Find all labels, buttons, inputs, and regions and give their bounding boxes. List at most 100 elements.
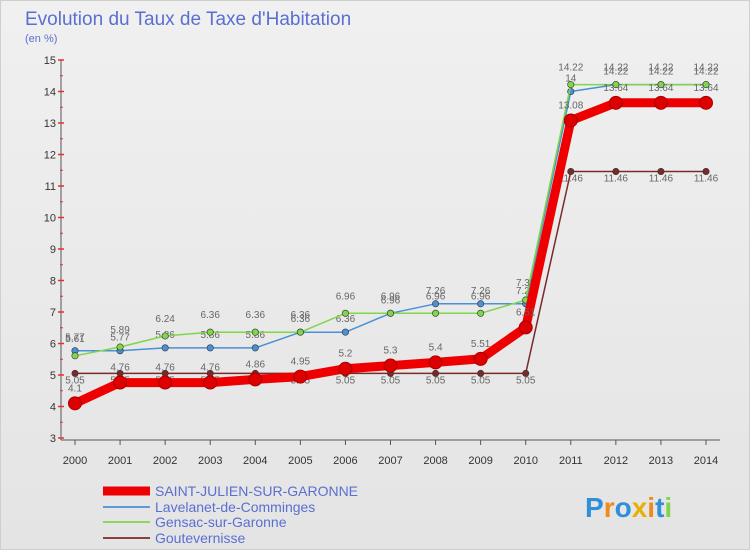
data-label: 5.05 [471,375,491,386]
data-label: 7.26 [516,286,536,297]
data-point [116,343,124,351]
data-label: 4.86 [246,359,266,370]
y-tick-label: 7 [50,307,56,319]
y-tick-label: 5 [50,370,56,382]
data-point [158,375,173,390]
data-point [657,168,665,176]
data-label: 5.51 [471,339,491,350]
legend-label: Gensac-sur-Garonne [155,514,287,530]
x-tick-label: 2009 [468,455,492,467]
data-label: 7.26 [471,286,491,297]
data-point [518,320,533,335]
data-point [293,369,308,384]
data-label: 14.22 [648,63,673,74]
data-label: 7.26 [426,286,446,297]
logo-letter: o [615,492,632,523]
data-label: 6.96 [471,291,491,302]
data-point [248,372,263,387]
logo-letter: x [632,492,648,523]
x-tick-label: 2008 [423,455,447,467]
data-point [341,328,349,336]
data-label: 4.76 [155,363,175,374]
data-point [702,81,710,89]
y-tick-label: 15 [44,55,56,67]
data-label: 6.96 [426,291,446,302]
data-label: 13.08 [558,100,583,111]
data-label: 13.64 [693,83,718,94]
data-point [206,344,214,352]
x-tick-label: 2004 [243,455,267,467]
data-label: 5.05 [426,375,446,386]
data-point [567,81,575,89]
legend-label: SAINT-JULIEN-SUR-GARONNE [155,483,358,499]
logo: Proxiti [585,492,672,523]
data-label: 14.22 [693,67,718,78]
data-label: 5.4 [429,342,443,353]
data-label: 4.76 [110,363,130,374]
data-point [251,328,259,336]
data-point [296,328,304,336]
data-point [161,332,169,340]
x-tick-label: 2001 [108,455,132,467]
data-point [341,309,349,317]
data-label: 6.96 [381,295,401,306]
data-label: 7.38 [516,278,536,289]
series-layer: 5.055.055.055.055.055.055.055.055.055.05… [65,63,719,411]
data-label: 5.05 [336,375,356,386]
y-tick-label: 3 [50,433,56,445]
data-point [612,81,620,89]
data-point [383,358,398,373]
data-point [432,300,440,308]
y-tick-label: 10 [44,213,56,225]
data-label: 14.22 [603,67,628,78]
y-tick-label: 13 [44,118,56,130]
data-point [608,95,623,110]
logo-letter: t [655,492,664,523]
y-tick-label: 11 [45,181,56,193]
data-point [657,81,665,89]
y-tick-label: 6 [50,339,56,351]
data-point [563,113,578,128]
series-line [74,170,707,375]
data-label: 6.36 [200,310,220,321]
x-tick-label: 2013 [649,455,673,467]
legend: SAINT-JULIEN-SUR-GARONNELavelanet-de-Com… [103,483,358,546]
data-point [702,168,710,176]
x-tick-label: 2010 [513,455,537,467]
x-tick-label: 2003 [198,455,222,467]
legend-label: Lavelanet-de-Comminges [155,499,315,515]
data-point [428,355,443,370]
data-point [699,95,713,110]
data-label: 11.46 [559,174,584,185]
logo-letter: P [585,492,604,523]
data-label: 4.1 [68,383,82,394]
logo-text: Proxiti [585,492,672,523]
data-label: 6.51 [516,307,536,318]
series-0: 4.1 4.76 4.76 4.76 4.86 4.95 5.2 5.3 5.4 5.51 6.51… [68,83,719,411]
chart-subtitle: (en %) [25,33,57,45]
data-label: 14.22 [603,63,628,74]
data-point [473,351,488,366]
data-label: 5.77 [110,333,130,344]
logo-letter: i [647,492,655,523]
data-label: 6.24 [155,314,175,325]
data-label: 5.77 [65,333,85,344]
data-label: 13.64 [648,83,673,94]
x-tick-label: 2000 [63,455,87,467]
data-label: 14 [565,74,577,85]
x-tick-label: 2011 [559,455,583,467]
y-tick-label: 9 [50,244,56,256]
data-point [386,309,394,317]
data-label: 14.22 [693,63,718,74]
data-label: 6.36 [291,314,311,325]
data-point [206,328,214,336]
y-tick-label: 4 [50,402,56,414]
data-point [432,369,440,377]
y-tick-label: 14 [44,87,56,99]
data-label: 5.05 [516,375,536,386]
logo-letter: r [604,492,615,523]
data-point [71,352,79,360]
y-tick-label: 12 [44,150,56,162]
